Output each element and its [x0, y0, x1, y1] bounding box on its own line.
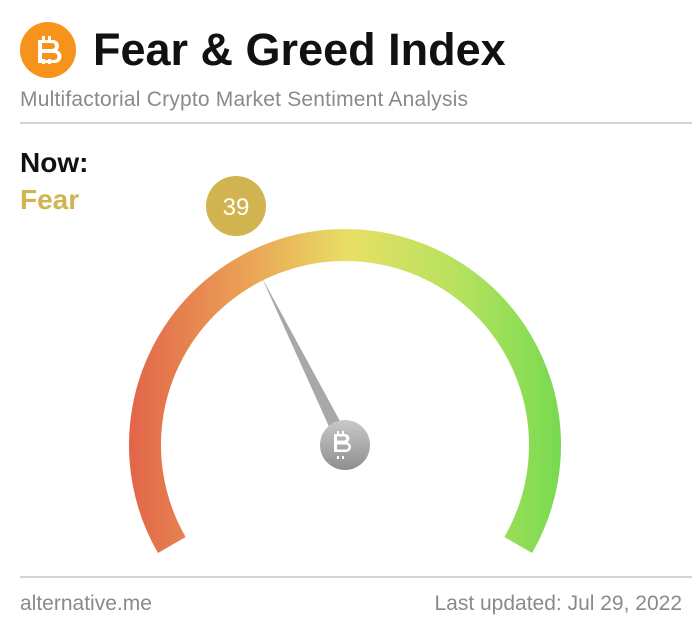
gauge-needle: [261, 276, 352, 449]
score-value: 39: [223, 194, 250, 221]
gauge-arc: [129, 228, 561, 553]
bitcoin-icon: [38, 36, 62, 64]
now-label: Now:: [20, 147, 89, 178]
page-title: Fear & Greed Index: [93, 24, 506, 75]
gauge-hub: [320, 420, 370, 470]
bitcoin-icon: [334, 431, 351, 459]
sentiment-classification: Fear: [20, 184, 80, 215]
bitcoin-logo-icon: [20, 22, 76, 78]
score-badge: 39: [206, 176, 266, 236]
page-subtitle: Multifactorial Crypto Market Sentiment A…: [20, 88, 469, 111]
header-divider: [20, 122, 692, 124]
footer-divider: [20, 576, 692, 578]
source-link[interactable]: alternative.me: [20, 592, 152, 615]
last-updated: Last updated: Jul 29, 2022: [434, 592, 682, 615]
